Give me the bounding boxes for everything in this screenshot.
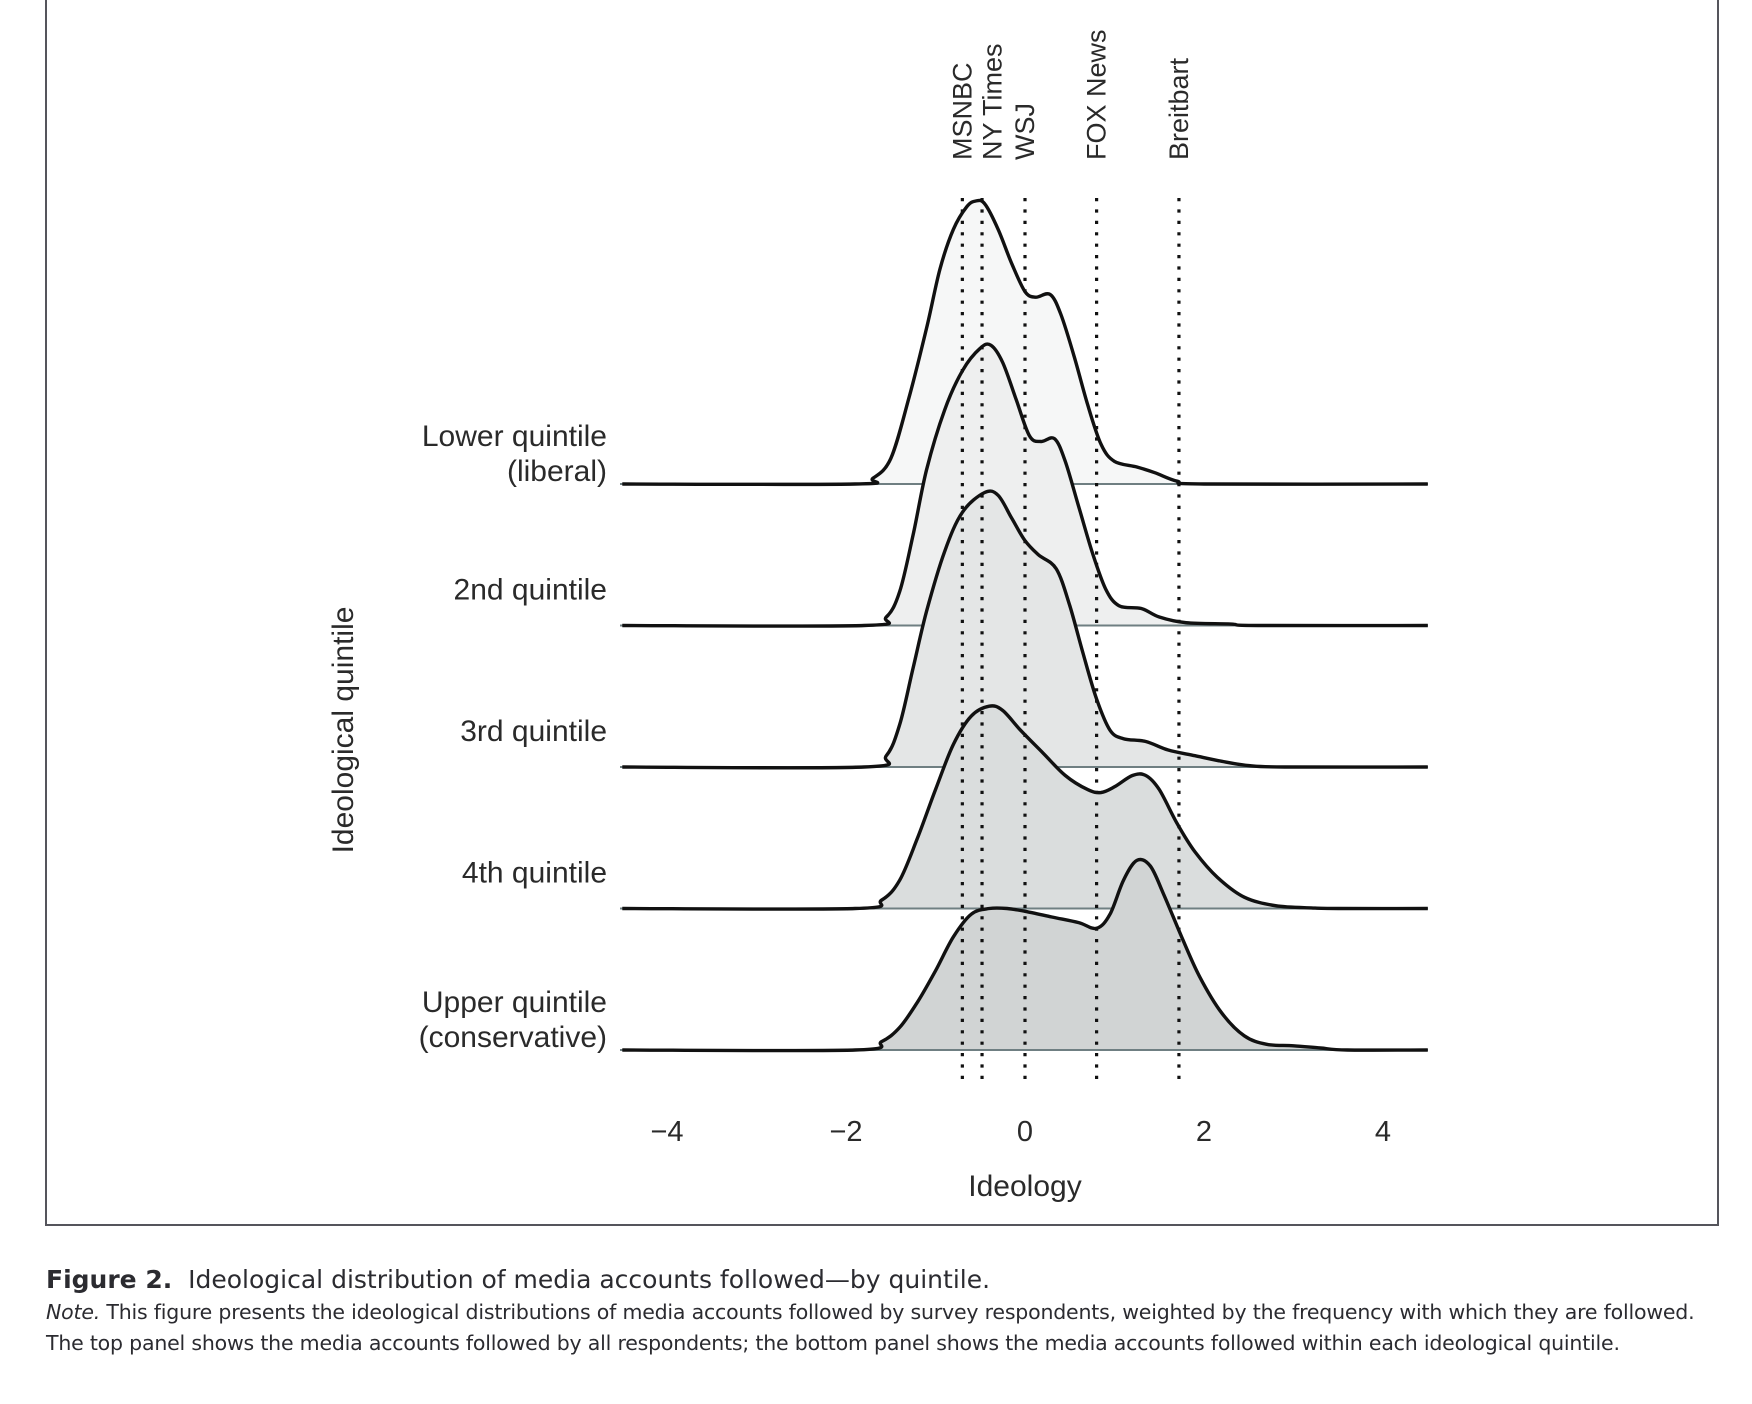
reference-label: MSNBC — [947, 62, 977, 160]
density-curve — [622, 342, 1428, 628]
reference-label: WSJ — [1010, 103, 1040, 160]
ridge-label-line: (conservative) — [419, 1021, 607, 1054]
note-text: This figure presents the ideological dis… — [46, 1300, 1695, 1355]
figure-label: Figure 2. — [46, 1265, 173, 1294]
ridge-label: 4th quintile — [462, 857, 607, 890]
ridge-label-line: 3rd quintile — [460, 715, 607, 748]
ridge-label: 2nd quintile — [454, 574, 607, 607]
density-curve — [622, 704, 1428, 911]
caption-title-line: Figure 2. Ideological distribution of me… — [46, 1263, 1726, 1297]
ridge-label-line: Lower quintile — [422, 420, 607, 453]
figure-caption: Figure 2. Ideological distribution of me… — [46, 1263, 1726, 1359]
ridge-labels-layer: Lower quintile (liberal) 2nd quintile 3rd q… — [419, 420, 607, 1054]
ridge-label: Upper quintile (conservative) — [419, 986, 607, 1054]
ridges-layer — [620, 198, 1428, 1053]
ridge-4 — [620, 704, 1428, 911]
ridge-label-line: Upper quintile — [422, 986, 607, 1019]
caption-note: Note. This figure presents the ideologic… — [46, 1297, 1726, 1359]
y-axis-title: Ideological quintile — [327, 607, 360, 854]
x-tick-label: −4 — [650, 1116, 683, 1148]
ridge-label: 3rd quintile — [460, 715, 607, 748]
x-axis: −4 −2 0 2 4 — [650, 1116, 1391, 1148]
reference-labels-layer: MSNBC NY Times WSJ FOX News Breitbart — [947, 29, 1194, 160]
ridge-label-line: 4th quintile — [462, 857, 607, 890]
ridge-label-line: (liberal) — [507, 455, 607, 488]
ridge-fill — [620, 859, 1428, 1051]
ridge-label-line: 2nd quintile — [454, 574, 607, 607]
x-tick-label: −2 — [829, 1116, 862, 1148]
reference-label: NY Times — [977, 43, 1007, 160]
ridgeline-chart: MSNBC NY Times WSJ FOX News Breitbart Lower … — [327, 29, 1428, 1203]
reference-label: FOX News — [1082, 29, 1112, 160]
ridge-label: Lower quintile (liberal) — [422, 420, 607, 488]
caption-title: Ideological distribution of media accoun… — [188, 1265, 991, 1294]
density-curve — [622, 198, 1428, 487]
ridge-fill — [620, 200, 1428, 485]
note-label: Note. — [46, 1300, 101, 1324]
x-axis-title: Ideology — [968, 1170, 1081, 1203]
x-tick-label: 0 — [1017, 1116, 1033, 1148]
ridge-fill — [620, 491, 1428, 768]
density-curve — [622, 489, 1428, 770]
x-tick-label: 4 — [1375, 1116, 1391, 1148]
x-tick-label: 2 — [1196, 1116, 1212, 1148]
ridge-fill — [620, 705, 1428, 910]
reference-label: Breitbart — [1164, 57, 1194, 160]
figure-frame — [45, 0, 1719, 1226]
